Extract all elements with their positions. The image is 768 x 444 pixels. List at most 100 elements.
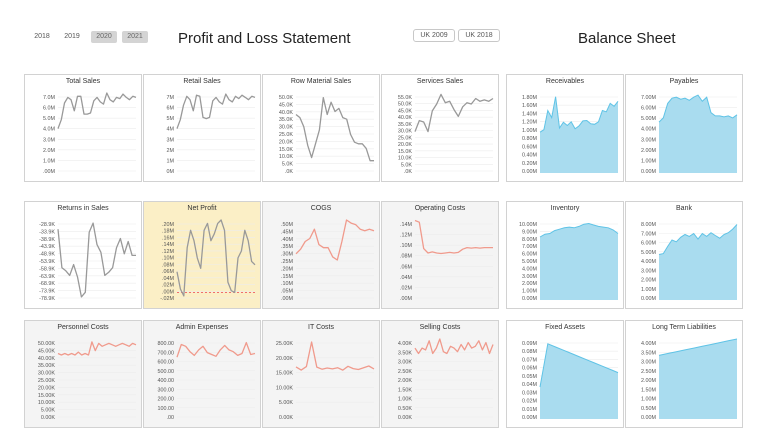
retail-sales-panel[interactable]: Retail Sales 7M 6M 5M 4M 3M 2M 1M 0M [143,74,261,182]
y-tick-label: 3.00K [398,360,412,366]
y-tick-label: .14M [162,242,174,248]
y-tick-label: 0.00M [641,169,656,175]
region-uk-2018-button[interactable]: UK 2018 [458,29,500,42]
y-tick-label: .06M [162,269,174,275]
y-tick-label: -.02M [160,296,174,302]
y-tick-label: .02M [400,285,412,291]
row-material-sales-panel[interactable]: Row Material Sales 50.0K 45.0K 40.0K 35.0K 30… [262,74,380,182]
y-tick-label: 1.00M [522,128,537,134]
returns-in-sales-chart: -28.9K-33.9K -38.9K-43.9K -48.9K-53.9K-58.… [39,222,136,302]
net-profit-chart: .20M.18M.16M.14M.12M.10M.08M.06M.04M.02M… [160,219,256,302]
y-tick-label: -38.9K [39,237,55,243]
y-tick-label: 3M [167,137,175,143]
y-tick-label: 7.0M [43,95,55,101]
y-tick-label: .00M [400,296,412,302]
series-area [540,223,618,300]
y-tick-label: .08M [162,262,174,268]
admin-expenses-panel[interactable]: Admin Expenses 800.00 700.00 600.00 500.00 40… [143,320,261,428]
y-tick-label: 45.0K [398,108,412,114]
y-tick-label: 55.0K [398,95,412,101]
y-tick-label: 700.00 [158,350,175,356]
services-sales-panel[interactable]: Services Sales 55.0K 50.0K 45.0K 40.0K 35.0K 3… [381,74,499,182]
total-sales-panel[interactable]: Total Sales 7.0M 6.0M 5.0M 4.0M 3.0M 2.0M 1.0M.… [24,74,142,182]
panel-title: Fixed Assets [545,324,585,331]
series-line [176,93,256,129]
series-area [540,96,618,173]
receivables-chart: 1.80M 1.60M 1.40M 1.20M 1.00M 0.80M 0.60M 0.40M… [522,95,619,175]
it-costs-panel[interactable]: IT Costs 25.00K 20.00K 15.00K 10.00K 5.00K 0.0… [262,320,380,428]
y-tick-label: .00 [167,415,175,421]
returns-in-sales-panel[interactable]: Returns in Sales -28.9K -33.9K -38.9K -43.9K… [24,201,142,309]
inventory-panel[interactable]: Inventory 10.00M 9.00M 8.00M 7.00M 6.00M 5.00M… [506,201,624,309]
y-tick-label: .04M [400,275,412,281]
y-tick-label: 10.00K [38,400,55,406]
page-title: Profit and Loss Statement [178,30,351,47]
admin-expenses-chart: 800.00 700.00 600.00 500.00 400.00 300.00 200.… [158,341,256,421]
y-tick-label: 7.00M [522,244,537,250]
y-tick-label: 3.00M [641,137,656,143]
series-line [176,219,256,297]
y-tick-label: 100.00 [158,406,175,412]
y-tick-label: 4.0M [43,127,55,133]
payables-panel[interactable]: Payables 7.00M 6.00M 5.00M 4.00M 3.00M 2.00M 1.… [625,74,743,182]
y-tick-label: 0.00K [398,415,412,421]
y-tick-label: -48.9K [39,252,55,258]
year-2021-button[interactable]: 2021 [122,31,148,43]
y-tick-label: 35.0K [279,117,293,123]
y-tick-label: .20M [162,222,174,228]
y-tick-label: 0.50M [641,406,656,412]
y-tick-label: 4M [167,127,175,133]
panel-title: Net Profit [187,205,217,212]
y-tick-label: 1.50M [641,387,656,393]
year-2020-button[interactable]: 2020 [91,31,117,43]
y-tick-label: 5.0K [282,162,293,168]
y-tick-label: 5.00K [279,400,293,406]
selling-costs-chart: 4.00K 3.50K 3.00K 2.50K 2.00K 1.50K 1.00K 0.50K… [398,338,494,421]
y-tick-label: 5.00M [522,259,537,265]
long-term-liabilities-panel[interactable]: Long Term Liabilities 4.00M 3.50M 3.00M 2.50… [625,320,743,428]
y-tick-label: 500.00 [158,369,175,375]
series-area [659,339,737,419]
y-tick-label: .0K [404,169,412,175]
panel-title: Payables [669,78,699,85]
retail-sales-chart: 7M 6M 5M 4M 3M 2M 1M 0M [167,93,256,175]
y-tick-label: 1.50K [398,387,412,393]
y-tick-label: 7.00M [641,95,656,101]
year-2018-button[interactable]: 2018 [34,33,50,40]
region-uk-2009-button[interactable]: UK 2009 [413,29,455,42]
total-sales-chart: 7.0M 6.0M 5.0M 4.0M 3.0M 2.0M 1.0M .00M [43,92,137,175]
bank-panel[interactable]: Bank 8.00M 7.00M 6.00M 5.00M 4.00M 3.00M 2.00M 1… [625,201,743,309]
series-line [414,338,494,355]
receivables-panel[interactable]: Receivables 1.80M 1.60M 1.40M 1.20M 1.00M 0.80… [506,74,624,182]
y-tick-label: .40M [281,237,293,243]
y-tick-label: 0.06M [522,366,537,372]
personnel-costs-panel[interactable]: Personnel Costs 50.00K 45.00K 40.00K 35.00K 3… [24,320,142,428]
y-tick-label: 0.02M [522,399,537,405]
y-tick-label: 5.00M [641,116,656,122]
series-line [539,96,619,133]
payables-chart: 7.00M 6.00M 5.00M 4.00M 3.00M 2.00M 1.00M 0.00M [641,94,738,175]
y-tick-label: 25.00K [276,341,293,347]
y-tick-label: 0.00K [41,415,55,421]
net-profit-panel[interactable]: Net Profit .20M .18M .16M .14M .12M .10M .08M .0… [143,201,261,309]
y-tick-label: 6M [167,106,175,112]
y-tick-label: .10M [162,256,174,262]
y-tick-label: .10M [400,243,412,249]
cogs-panel[interactable]: COGS .50M .45M .40M .35M .30M .25M .20M .15M .10M… [262,201,380,309]
y-tick-label: 10.0K [398,156,412,162]
operating-costs-panel[interactable]: Operating Costs .14M .12M .10M .08M .06M .04M.… [381,201,499,309]
y-tick-label: .10M [281,281,293,287]
y-tick-label: 25.00K [38,378,55,384]
y-tick-label: -63.9K [39,274,55,280]
fixed-assets-panel[interactable]: Fixed Assets 0.09M 0.08M 0.07M 0.06M 0.05M 0.0… [506,320,624,428]
y-tick-label: 1.00K [398,397,412,403]
y-tick-label: 1M [167,158,175,164]
y-tick-label: 0M [167,169,175,175]
year-2019-button[interactable]: 2019 [64,33,80,40]
selling-costs-panel[interactable]: Selling Costs 4.00K 3.50K 3.00K 2.50K 2.00K 1.… [381,320,499,428]
y-tick-label: 0.60M [522,144,537,150]
series-line [414,219,493,255]
y-tick-label: 0.00M [522,296,537,302]
y-tick-label: 20.00K [38,385,55,391]
